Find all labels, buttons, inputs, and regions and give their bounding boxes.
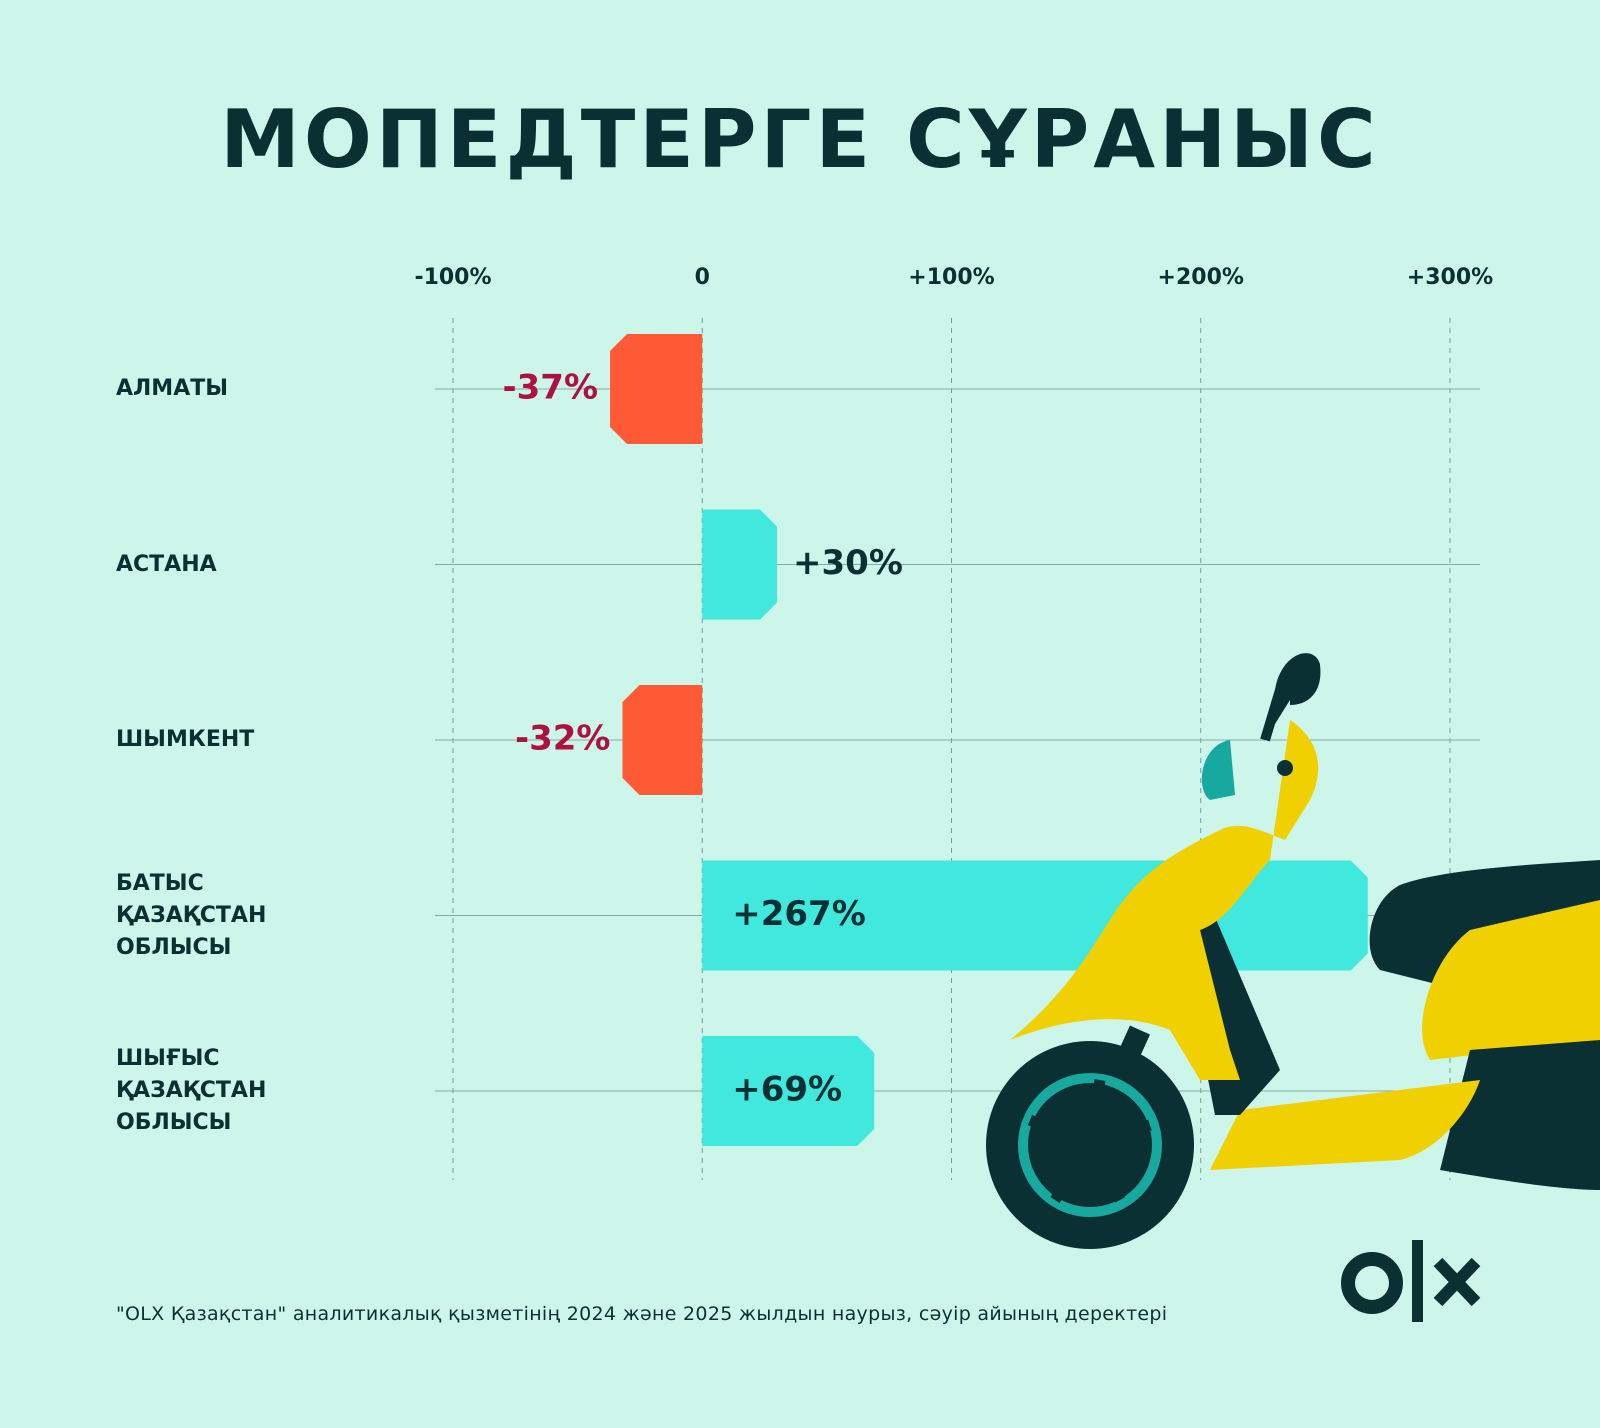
bar bbox=[610, 334, 703, 444]
value-label: -32% bbox=[515, 719, 611, 759]
value-label: +69% bbox=[732, 1070, 842, 1110]
category-label: ШЫҒЫС ҚАЗАҚСТАН ОБЛЫСЫ bbox=[116, 1046, 267, 1135]
value-label: +267% bbox=[732, 894, 866, 934]
category-label: ШЫМКЕНТ bbox=[116, 727, 255, 752]
x-tick-label: +200% bbox=[1158, 265, 1244, 290]
value-label: -37% bbox=[503, 368, 599, 408]
bar bbox=[622, 685, 703, 795]
plot: -100% 0 +100% +200% +300% -37% +30% -32% +267% +6… bbox=[414, 265, 1493, 1180]
olx-logo bbox=[1341, 1240, 1481, 1322]
bar bbox=[702, 509, 778, 620]
value-label: +30% bbox=[793, 543, 903, 583]
category-label: АСТАНА bbox=[116, 551, 217, 577]
x-tick-label: +100% bbox=[908, 265, 994, 290]
x-tick-label: +300% bbox=[1407, 265, 1493, 290]
category-label: БАТЫС ҚАЗАҚСТАН ОБЛЫСЫ bbox=[116, 870, 267, 960]
bar bbox=[702, 1036, 875, 1146]
x-tick-label: -100% bbox=[414, 265, 491, 290]
footnote: "OLX Қазақстан" аналитикалық қызметінің … bbox=[116, 1303, 1168, 1325]
scooter-illustration bbox=[986, 653, 1600, 1249]
x-tick-label: 0 bbox=[695, 265, 710, 290]
category-label: АЛМАТЫ bbox=[116, 376, 229, 401]
chart-title: МОПЕДТЕРГЕ СҰРАНЫС bbox=[220, 93, 1380, 186]
